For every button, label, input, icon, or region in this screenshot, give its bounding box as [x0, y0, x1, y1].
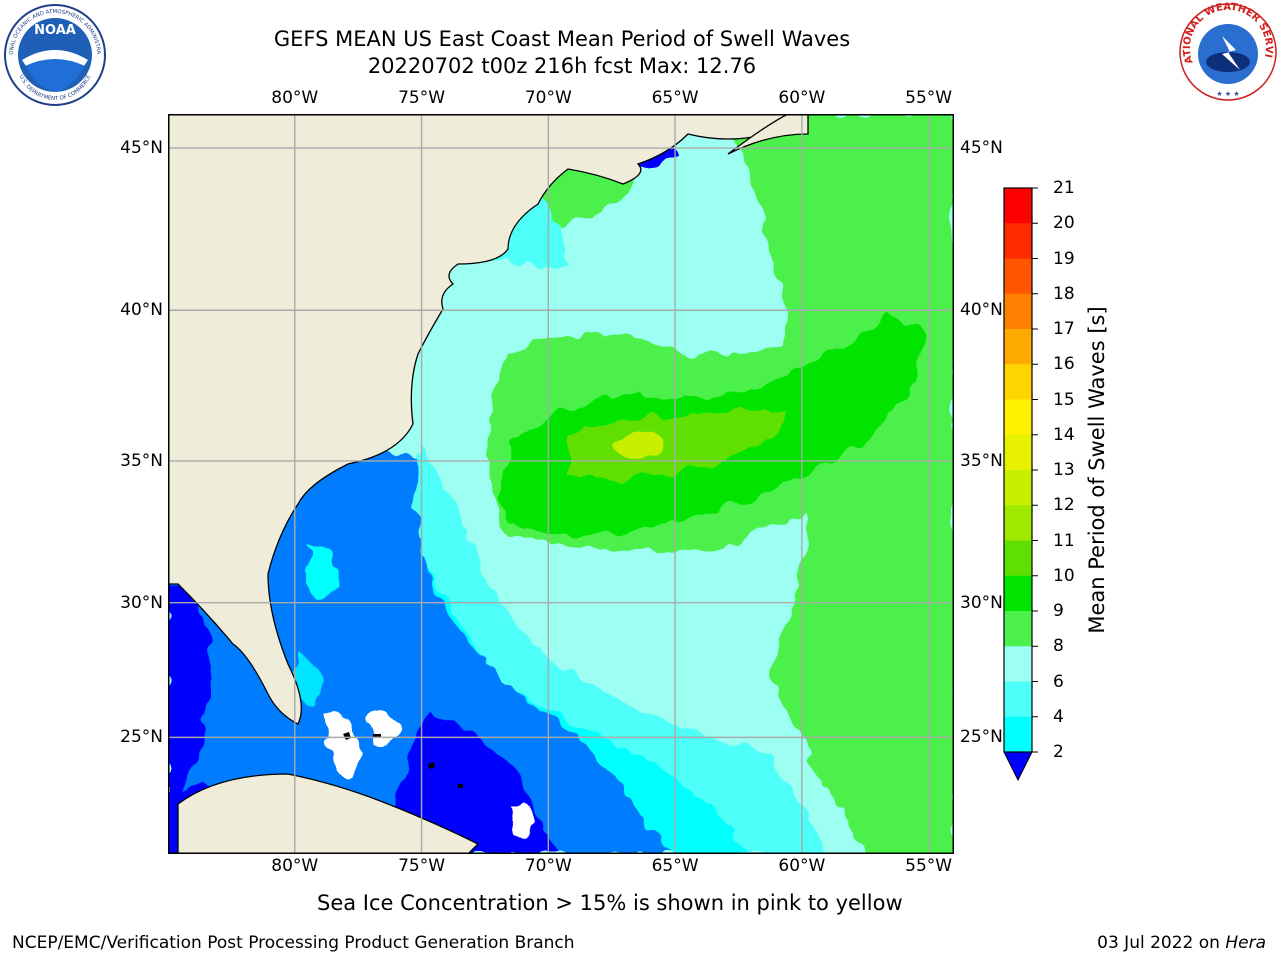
lat-tick-label-left: 35°N	[120, 450, 163, 471]
lon-tick-label-top: 60°W	[778, 88, 826, 108]
map-panel	[168, 114, 954, 854]
colorbar-tick-label: 8	[1053, 636, 1064, 657]
lat-tick-label-left: 30°N	[120, 592, 163, 613]
lon-tick-label-bottom: 80°W	[271, 856, 319, 876]
machine-name: Hera	[1225, 933, 1266, 953]
colorbar-tick-label: 18	[1053, 283, 1075, 304]
colorbar-tick-label: 19	[1053, 248, 1075, 269]
lat-tick-label-right: 40°N	[960, 300, 1003, 321]
lat-tick-label-left: 25°N	[120, 727, 163, 748]
lon-tick-label-top: 80°W	[271, 88, 319, 108]
page-subtitle: 20220702 t00z 216h fcst Max: 12.76	[367, 54, 757, 78]
lat-tick-label-right: 25°N	[960, 727, 1003, 748]
colorbar-segment	[1004, 716, 1032, 753]
colorbar-tick-label: 9	[1053, 601, 1064, 621]
colorbar-tick-label: 10	[1053, 565, 1075, 586]
lon-tick-label-top: 65°W	[651, 88, 699, 108]
colorbar-tick-label: 17	[1053, 319, 1075, 339]
lat-tick-label-left: 45°N	[120, 138, 163, 159]
lon-tick-label-top: 70°W	[524, 88, 572, 108]
lon-tick-label-bottom: 65°W	[651, 856, 699, 876]
colorbar-segment	[1004, 540, 1032, 577]
lon-tick-label-top: 75°W	[398, 88, 446, 108]
colorbar-under-triangle	[1003, 751, 1033, 782]
sea-ice-note: Sea Ice Concentration > 15% is shown in …	[317, 891, 903, 915]
colorbar-segment	[1004, 293, 1032, 330]
lat-tick-label-right: 30°N	[960, 592, 1003, 613]
land-cuba	[177, 773, 480, 854]
noaa-logo: NOAA NATIONAL OCEANIC AND ATMOSPHERIC AD…	[0, 0, 106, 106]
lat-tick-label-left: 40°N	[120, 300, 163, 321]
colorbar-tick-label: 6	[1053, 671, 1064, 692]
colorbar-tick-label: 11	[1053, 530, 1075, 551]
colorbar-segment	[1004, 434, 1032, 471]
date-text: 03 Jul 2022 on Hera	[1097, 933, 1266, 953]
colorbar-segment	[1004, 681, 1032, 718]
noaa-logo-text: NOAA	[34, 23, 76, 38]
colorbar-segment	[1004, 470, 1032, 506]
colorbar-segment	[1004, 611, 1032, 647]
colorbar-segment	[1004, 505, 1032, 541]
colorbar-tick-label: 13	[1053, 460, 1075, 480]
lon-tick-label-bottom: 55°W	[905, 856, 953, 876]
colorbar-tick-label: 4	[1053, 706, 1064, 727]
colorbar-tick-label: 20	[1053, 213, 1075, 234]
lon-tick-label-top: 55°W	[905, 88, 953, 108]
colorbar	[1003, 187, 1038, 782]
colorbar-segment	[1004, 188, 1032, 224]
page-title: GEFS MEAN US East Coast Mean Period of S…	[273, 27, 851, 51]
map-frame	[168, 114, 954, 854]
nws-stars: ★ ★ ★	[1216, 90, 1239, 98]
colorbar-segment	[1004, 223, 1032, 259]
colorbar-tick-label: 12	[1053, 495, 1075, 516]
land-north-america	[168, 114, 796, 725]
colorbar-segment	[1004, 575, 1032, 612]
colorbar-segment	[1004, 258, 1032, 295]
colorbar-segment	[1004, 329, 1032, 365]
colorbar-tick-label: 14	[1053, 424, 1075, 445]
nws-logo: NATIONAL WEATHER SERVICE ★ ★ ★	[1176, 0, 1277, 101]
land-nova-scotia	[727, 114, 809, 155]
lon-tick-label-bottom: 70°W	[524, 856, 572, 876]
colorbar-tick-label: 16	[1053, 354, 1075, 375]
map-grid	[168, 114, 954, 854]
lon-tick-label-bottom: 75°W	[398, 856, 446, 876]
colorbar-tick-label: 15	[1053, 389, 1075, 410]
colorbar-segment	[1004, 399, 1032, 436]
colorbar-tick-label: 21	[1053, 178, 1075, 198]
lat-tick-label-right: 45°N	[960, 138, 1003, 159]
lon-tick-label-bottom: 60°W	[778, 856, 826, 876]
colorbar-segment	[1004, 364, 1032, 400]
credit-text: NCEP/EMC/Verification Post Processing Pr…	[12, 933, 575, 953]
colorbar-title: Mean Period of Swell Waves [s]	[1085, 306, 1109, 634]
colorbar-tick-label: 2	[1053, 742, 1064, 762]
colorbar-segment	[1004, 646, 1032, 682]
lat-tick-label-right: 35°N	[960, 450, 1003, 471]
date-value: 03 Jul 2022 on	[1097, 933, 1226, 953]
